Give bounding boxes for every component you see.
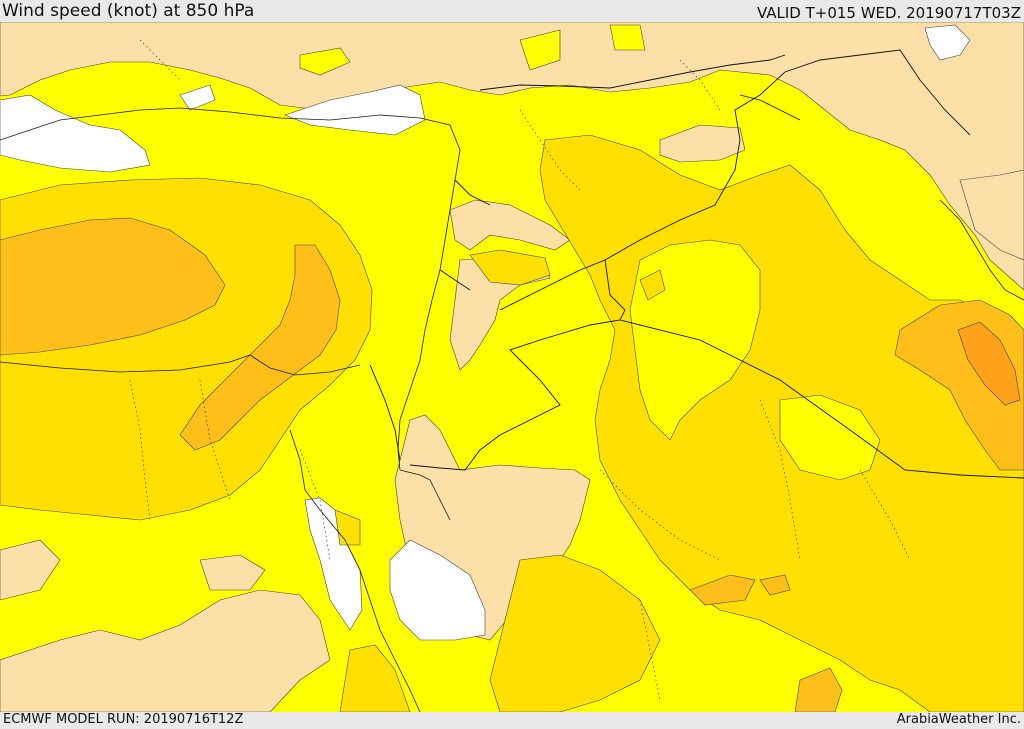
wind-band-light	[0, 22, 1024, 712]
map-canvas	[0, 22, 1024, 712]
model-run-label: ECMWF MODEL RUN: 20190716T12Z	[3, 712, 244, 727]
map-header: Wind speed (knot) at 850 hPa VALID T+015…	[0, 0, 1024, 22]
admin-lines	[129, 39, 911, 701]
coastlines	[0, 94, 1024, 712]
credit-label: ArabiaWeather Inc.	[896, 712, 1021, 727]
wind-band-stronger	[957, 321, 1021, 406]
wind-band-calm	[0, 24, 971, 641]
wind-speed-map	[0, 22, 1024, 712]
map-footer: ECMWF MODEL RUN: 20190716T12Z ArabiaWeat…	[0, 712, 1024, 729]
valid-time: VALID T+015 WED. 20190717T03Z	[756, 4, 1021, 22]
borders	[369, 49, 1024, 479]
map-title: Wind speed (knot) at 850 hPa	[2, 1, 255, 21]
wind-band-strong	[0, 217, 1024, 712]
